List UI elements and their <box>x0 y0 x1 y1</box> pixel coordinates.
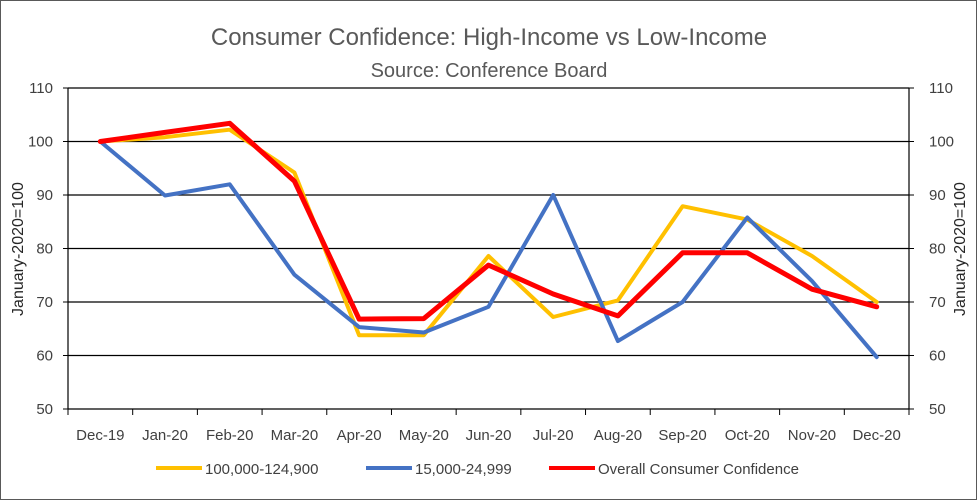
left-tick-label-60: 60 <box>36 348 53 365</box>
left-tick-label-80: 80 <box>36 241 53 258</box>
right-tick-label-80: 80 <box>929 241 946 258</box>
x-tick-label-Jul-20: Jul-20 <box>533 427 574 444</box>
legend-label-0: 100,000-124,900 <box>205 461 318 478</box>
right-y-axis: 50 60 70 80 90 100 110 <box>909 80 954 418</box>
right-tick-label-60: 60 <box>929 348 946 365</box>
x-tick-label-Feb-20: Feb-20 <box>206 427 254 444</box>
left-tick-label-110: 110 <box>29 80 53 97</box>
left-tick-label-50: 50 <box>36 401 53 418</box>
left-y-axis: 50 60 70 80 90 100 110 <box>28 80 68 418</box>
right-tick-label-70: 70 <box>929 294 946 311</box>
left-tick-label-100: 100 <box>28 134 53 151</box>
x-tick-label-Sep-20: Sep-20 <box>658 427 706 444</box>
right-tick-label-100: 100 <box>929 134 954 151</box>
left-tick-label-90: 90 <box>36 187 53 204</box>
x-tick-label-Dec-20: Dec-20 <box>852 427 900 444</box>
left-tick-label-70: 70 <box>36 294 53 311</box>
x-axis: Dec-19 Jan-20 Feb-20 Mar-20 Apr-20 May-20 Jun-… <box>67 409 910 444</box>
right-tick-label-110: 110 <box>929 80 953 97</box>
right-tick-label-50: 50 <box>929 401 946 418</box>
right-tick-label-90: 90 <box>929 187 946 204</box>
legend: 100,000-124,900 15,000-24,999 Overall Cons… <box>156 461 799 478</box>
chart-subtitle: Source: Conference Board <box>371 60 608 82</box>
y-axis-title-left: January-2020=100 <box>10 182 27 316</box>
gridlines <box>67 87 910 410</box>
x-tick-label-Oct-20: Oct-20 <box>725 427 770 444</box>
x-tick-label-Mar-20: Mar-20 <box>271 427 319 444</box>
x-tick-label-Aug-20: Aug-20 <box>594 427 642 444</box>
x-tick-label-Jan-20: Jan-20 <box>142 427 188 444</box>
x-tick-label-Dec-19: Dec-19 <box>76 427 124 444</box>
series-line-2 <box>97 120 880 322</box>
x-tick-label-Jun-20: Jun-20 <box>466 427 512 444</box>
series-lines <box>97 120 880 360</box>
x-tick-label-May-20: May-20 <box>399 427 449 444</box>
y-axis-title-right: January-2020=100 <box>952 182 969 316</box>
legend-label-1: 15,000-24,999 <box>415 461 512 478</box>
legend-label-2: Overall Consumer Confidence <box>598 461 799 478</box>
x-tick-label-Apr-20: Apr-20 <box>337 427 382 444</box>
series-line-1 <box>98 139 879 360</box>
chart-title: Consumer Confidence: High-Income vs Low-… <box>211 24 767 51</box>
x-tick-label-Nov-20: Nov-20 <box>788 427 836 444</box>
